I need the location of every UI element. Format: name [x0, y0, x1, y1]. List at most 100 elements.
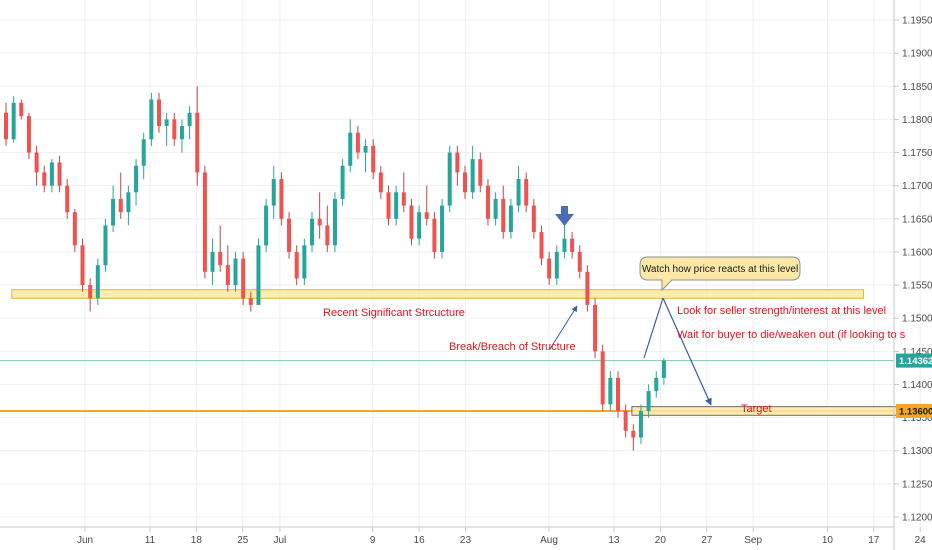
x-tick-label: 25: [237, 535, 249, 546]
candle-body: [287, 218, 292, 252]
candle-body: [608, 377, 613, 405]
candle-body: [409, 205, 414, 239]
candle-body: [65, 185, 70, 213]
candle-body: [570, 238, 575, 252]
price-tag-label: 1.14362: [899, 356, 932, 367]
annotation-text: Break/Breach of Structure: [449, 341, 576, 353]
x-tick-label: Jun: [77, 535, 93, 546]
x-tick-label: 24: [915, 535, 927, 546]
candle-body: [585, 271, 590, 305]
candle-body: [394, 192, 399, 219]
candle-body: [179, 126, 184, 140]
candle-body: [516, 179, 521, 206]
annotations: Recent Significant Strcucture Break/Breac…: [323, 305, 906, 415]
candle-body: [593, 304, 598, 352]
candle-body: [49, 162, 54, 186]
candle-body: [478, 159, 483, 186]
y-tick-label: 1.18000: [902, 115, 932, 126]
candle-body: [202, 172, 207, 272]
candle-body: [11, 102, 16, 140]
candle-body: [42, 172, 47, 186]
target-zone[interactable]: [631, 406, 932, 416]
x-tick-label: 11: [145, 535, 156, 546]
callout-bubble[interactable]: Watch how price reacts at this level: [639, 256, 801, 292]
candle-body: [126, 192, 131, 213]
candle-body: [417, 212, 422, 239]
candle-body: [470, 159, 475, 193]
x-tick-label: Aug: [540, 535, 558, 546]
candle-body: [88, 285, 93, 299]
candle-body: [440, 205, 445, 252]
candle-body: [455, 152, 460, 173]
candle-body: [646, 391, 651, 411]
candle-body: [172, 119, 177, 140]
x-tick-label: Sep: [744, 535, 762, 546]
y-tick-label: 1.13000: [902, 446, 932, 457]
candle-body: [111, 198, 116, 226]
y-tick-label: 1.12000: [902, 513, 932, 524]
candle-body: [4, 112, 8, 140]
x-tick-label: 16: [414, 535, 426, 546]
candle-body: [103, 225, 108, 266]
candle-body: [401, 192, 406, 206]
candle-body: [57, 162, 62, 186]
down-arrow-icon: [555, 206, 574, 226]
y-tick-label: 1.17500: [902, 148, 932, 159]
breach-arrow: [549, 305, 578, 350]
candle-body: [554, 251, 559, 279]
candle-body: [577, 251, 582, 272]
y-tick-label: 1.14000: [902, 380, 932, 391]
y-tick-label: 1.16000: [902, 247, 932, 258]
candle-body: [508, 205, 513, 233]
y-tick-label: 1.17000: [902, 181, 932, 192]
price-axis: 1.19500 1.19000 1.18500 1.18000 1.17500 1.170…: [894, 16, 932, 524]
x-tick-label: 17: [868, 535, 880, 546]
candle-body: [302, 245, 307, 279]
candle-body: [157, 99, 161, 127]
y-tick-label: 1.12500: [902, 479, 932, 490]
candle-body: [34, 152, 39, 173]
candle-body: [531, 205, 536, 233]
y-tick-label: 1.14500: [902, 347, 932, 358]
candle-body: [378, 172, 383, 193]
candles: [4, 86, 666, 451]
x-tick-label: 23: [460, 535, 472, 546]
y-tick-label: 1.19500: [902, 16, 932, 27]
structure-zone[interactable]: [11, 289, 865, 299]
candle-body: [241, 258, 246, 299]
price-tag: [896, 403, 932, 418]
candle-body: [562, 238, 567, 252]
candle-body: [218, 251, 223, 266]
candle-body: [294, 251, 299, 279]
candle-body: [279, 179, 284, 219]
y-tick-label: 1.15500: [902, 281, 932, 292]
x-tick-label: 18: [191, 535, 203, 546]
candle-body: [447, 152, 452, 206]
projection-up-line: [643, 297, 664, 359]
candle-body: [638, 410, 643, 438]
annotation-text: Recent Significant Strcucture: [323, 307, 465, 319]
candle-body: [187, 112, 192, 127]
x-tick-label: 13: [608, 535, 620, 546]
candle-body: [149, 99, 154, 140]
x-tick-label: 27: [701, 535, 713, 546]
y-tick-label: 1.16500: [902, 214, 932, 225]
candle-body: [256, 245, 261, 305]
callout-text: Watch how price reacts at this level: [642, 264, 798, 275]
candle-body: [386, 192, 391, 219]
y-tick-label: 1.15000: [902, 314, 932, 325]
x-tick-label: 9: [370, 535, 376, 546]
candle-body: [80, 245, 85, 286]
candle-body: [248, 298, 253, 305]
candle-body: [19, 102, 24, 117]
candle-body: [310, 218, 314, 246]
candle-body: [317, 218, 322, 226]
y-tick-label: 1.18500: [902, 82, 932, 93]
candle-body: [661, 360, 666, 378]
candle-body: [493, 198, 498, 219]
candle-body: [424, 212, 429, 219]
candle-body: [195, 112, 200, 173]
price-tag: [896, 353, 932, 368]
candle-body: [371, 145, 376, 173]
